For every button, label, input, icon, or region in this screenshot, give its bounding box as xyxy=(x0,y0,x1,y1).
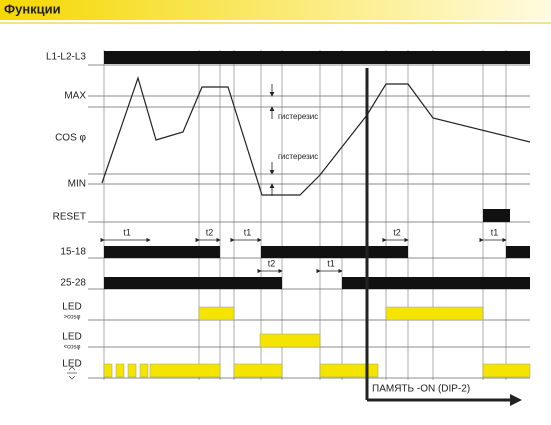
led-label: LED xyxy=(62,332,81,343)
relay-bar xyxy=(342,277,530,289)
hysteresis-label: гистерезис xyxy=(278,152,318,161)
led-bar xyxy=(127,363,137,378)
header-title: Функции xyxy=(4,1,61,16)
relay-bar xyxy=(104,277,282,289)
timing-label: t1 xyxy=(491,227,499,237)
relay-bar xyxy=(483,209,510,222)
row-label: MIN xyxy=(68,179,86,190)
timing-label: t2 xyxy=(393,227,401,237)
timing-label: t1 xyxy=(244,227,252,237)
row-label: RESET xyxy=(53,212,86,223)
cos-curve xyxy=(101,76,531,196)
led-bar xyxy=(259,333,321,348)
led-icon xyxy=(67,366,77,380)
hysteresis-label: гистерезис xyxy=(278,112,318,121)
row-label: COS φ xyxy=(55,133,86,144)
row-label: 25-28 xyxy=(60,278,86,289)
relay-bar xyxy=(261,246,408,258)
led-bar xyxy=(103,363,113,378)
relay-bar xyxy=(506,246,530,258)
led-bar xyxy=(149,363,221,378)
led-bar xyxy=(482,363,531,378)
led-bar xyxy=(139,363,149,378)
led-label: LED xyxy=(62,302,81,313)
led-bar xyxy=(115,363,125,378)
diagram-body: L1-L2-L3 MAX COS φ MIN RESET 15-18 25-28 LED >co… xyxy=(46,50,531,406)
led-bar xyxy=(233,363,283,378)
relay-bar xyxy=(104,51,530,64)
row-label: L1-L2-L3 xyxy=(46,52,86,63)
relay-bar xyxy=(104,246,220,258)
timing-label: t1 xyxy=(123,227,131,237)
memory-label: ПАМЯТЬ -ON (DIP-2) xyxy=(372,384,470,395)
led-bar xyxy=(198,306,235,321)
timing-label: t2 xyxy=(268,258,276,268)
led-bar xyxy=(385,306,484,321)
led-sublabel: >cosφ xyxy=(64,315,81,321)
row-label: MAX xyxy=(64,91,86,102)
timing-label: t1 xyxy=(327,258,335,268)
header-bar xyxy=(0,0,551,20)
led-label: LED xyxy=(62,359,81,370)
led-sublabel: <cosφ xyxy=(64,345,81,351)
led-bar xyxy=(319,363,379,378)
timing-label: t2 xyxy=(206,227,214,237)
row-label: 15-18 xyxy=(60,247,86,258)
